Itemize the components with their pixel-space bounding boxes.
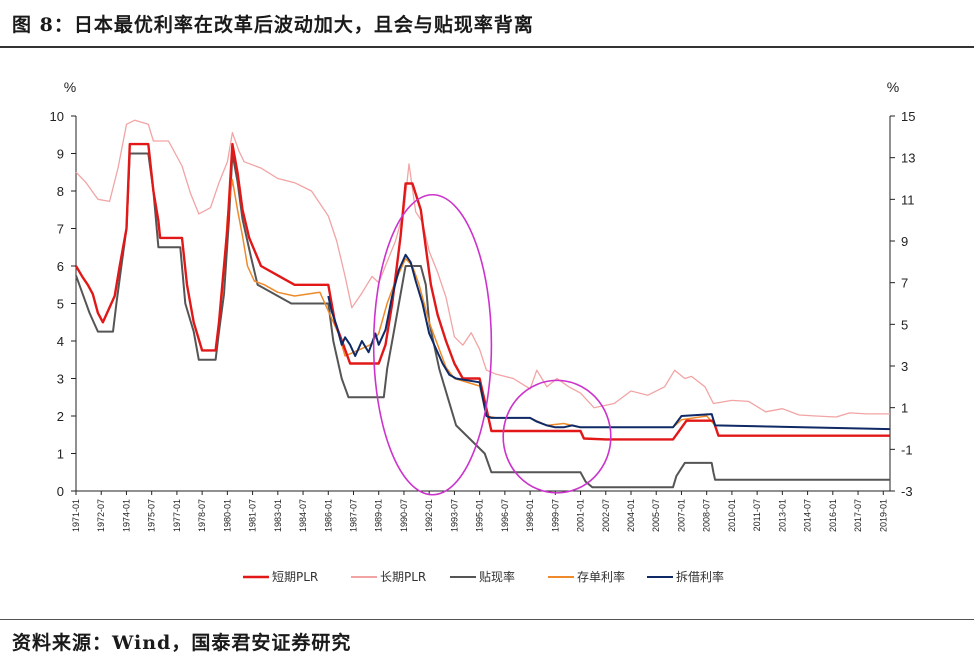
right-tick-label: 5 — [901, 317, 908, 332]
x-tick-label: 1971-01 — [71, 499, 81, 532]
x-tick-label: 2004-01 — [626, 499, 636, 532]
x-tick-label: 2016-01 — [828, 499, 838, 532]
left-tick-label: 9 — [57, 147, 64, 162]
x-tick-label: 2008-07 — [702, 499, 712, 532]
source-note: 资料来源：Wind，国泰君安证券研究 — [12, 632, 352, 654]
x-tick-label: 1987-07 — [349, 499, 359, 532]
x-tick-label: 2014-07 — [803, 499, 813, 532]
x-tick-label: 1983-01 — [273, 499, 283, 532]
legend: 短期PLR 长期PLR 贴现率 存单利率 拆借利率 — [243, 569, 724, 584]
x-tick-label: 1998-01 — [525, 499, 535, 532]
right-tick-label: 1 — [901, 401, 908, 416]
bottom-divider — [0, 619, 974, 620]
left-tick-label: 6 — [57, 259, 64, 274]
right-axis-unit: % — [887, 79, 899, 95]
x-tick-label: 1993-07 — [449, 499, 459, 532]
series-line-5 — [327, 253, 891, 431]
series-layer — [74, 119, 891, 489]
x-tick-label: 2007-01 — [676, 499, 686, 532]
left-tick-label: 10 — [50, 109, 64, 124]
x-tick-label: 1999-07 — [550, 499, 560, 532]
x-tick-label: 2013-01 — [777, 499, 787, 532]
x-tick-label: 1984-07 — [298, 499, 308, 532]
left-tick-label: 1 — [57, 447, 64, 462]
left-tick-label: 4 — [57, 334, 64, 349]
right-tick-label: 15 — [901, 109, 915, 124]
annotation-layer — [372, 193, 612, 496]
chart-title: 图 8：日本最优利率在改革后波动加大，且会与贴现率背离 — [12, 14, 534, 36]
x-tick-label: 1975-07 — [147, 499, 157, 532]
x-tick-label: 2011-07 — [752, 499, 762, 531]
left-tick-label: 2 — [57, 409, 64, 424]
x-tick-label: 1972-07 — [96, 499, 106, 532]
legend-label: 短期PLR — [272, 570, 318, 584]
x-tick-label: 1995-01 — [475, 499, 485, 532]
highlight-ellipse-2 — [502, 379, 612, 494]
left-tick-label: 8 — [57, 184, 64, 199]
x-tick-label: 1986-01 — [323, 499, 333, 532]
right-tick-label: 3 — [901, 359, 908, 374]
top-divider — [0, 46, 974, 48]
x-tick-label: 1992-01 — [424, 499, 434, 532]
left-tick-label: 0 — [57, 484, 64, 499]
x-tick-label: 1990-07 — [399, 499, 409, 532]
legend-label: 拆借利率 — [676, 569, 724, 584]
x-tick-label: 2005-07 — [651, 499, 661, 532]
right-tick-label: -3 — [901, 484, 913, 499]
series-line-4 — [221, 179, 891, 430]
right-tick-label: 13 — [901, 151, 915, 166]
x-tick-label: 1996-07 — [500, 499, 510, 532]
x-tick-label: 2019-01 — [878, 499, 888, 532]
x-tick-label: 1989-01 — [374, 499, 384, 532]
series-line-3 — [75, 152, 890, 489]
x-tick-label: 2017-07 — [853, 499, 863, 532]
left-tick-label: 7 — [57, 222, 64, 237]
x-tick-label: 1974-01 — [121, 499, 131, 532]
x-tick-label: 1981-07 — [248, 499, 258, 532]
legend-label: 存单利率 — [577, 569, 625, 584]
left-tick-label: 5 — [57, 297, 64, 312]
x-tick-label: 1978-07 — [197, 499, 207, 532]
x-tick-label: 2002-07 — [601, 499, 611, 532]
right-tick-label: 11 — [901, 192, 915, 207]
x-tick-label: 2010-01 — [727, 499, 737, 532]
highlight-ellipse-1 — [372, 193, 493, 496]
right-tick-label: -1 — [901, 442, 913, 457]
x-tick-label: 1977-01 — [172, 499, 182, 532]
x-tick-label: 2001-01 — [576, 499, 586, 532]
right-tick-label: 9 — [901, 234, 908, 249]
left-tick-label: 3 — [57, 372, 64, 387]
left-axis-unit: % — [64, 79, 76, 95]
right-tick-label: 7 — [901, 276, 908, 291]
legend-label: 长期PLR — [380, 570, 426, 584]
x-tick-label: 1980-01 — [222, 499, 232, 532]
legend-label: 贴现率 — [479, 569, 515, 584]
